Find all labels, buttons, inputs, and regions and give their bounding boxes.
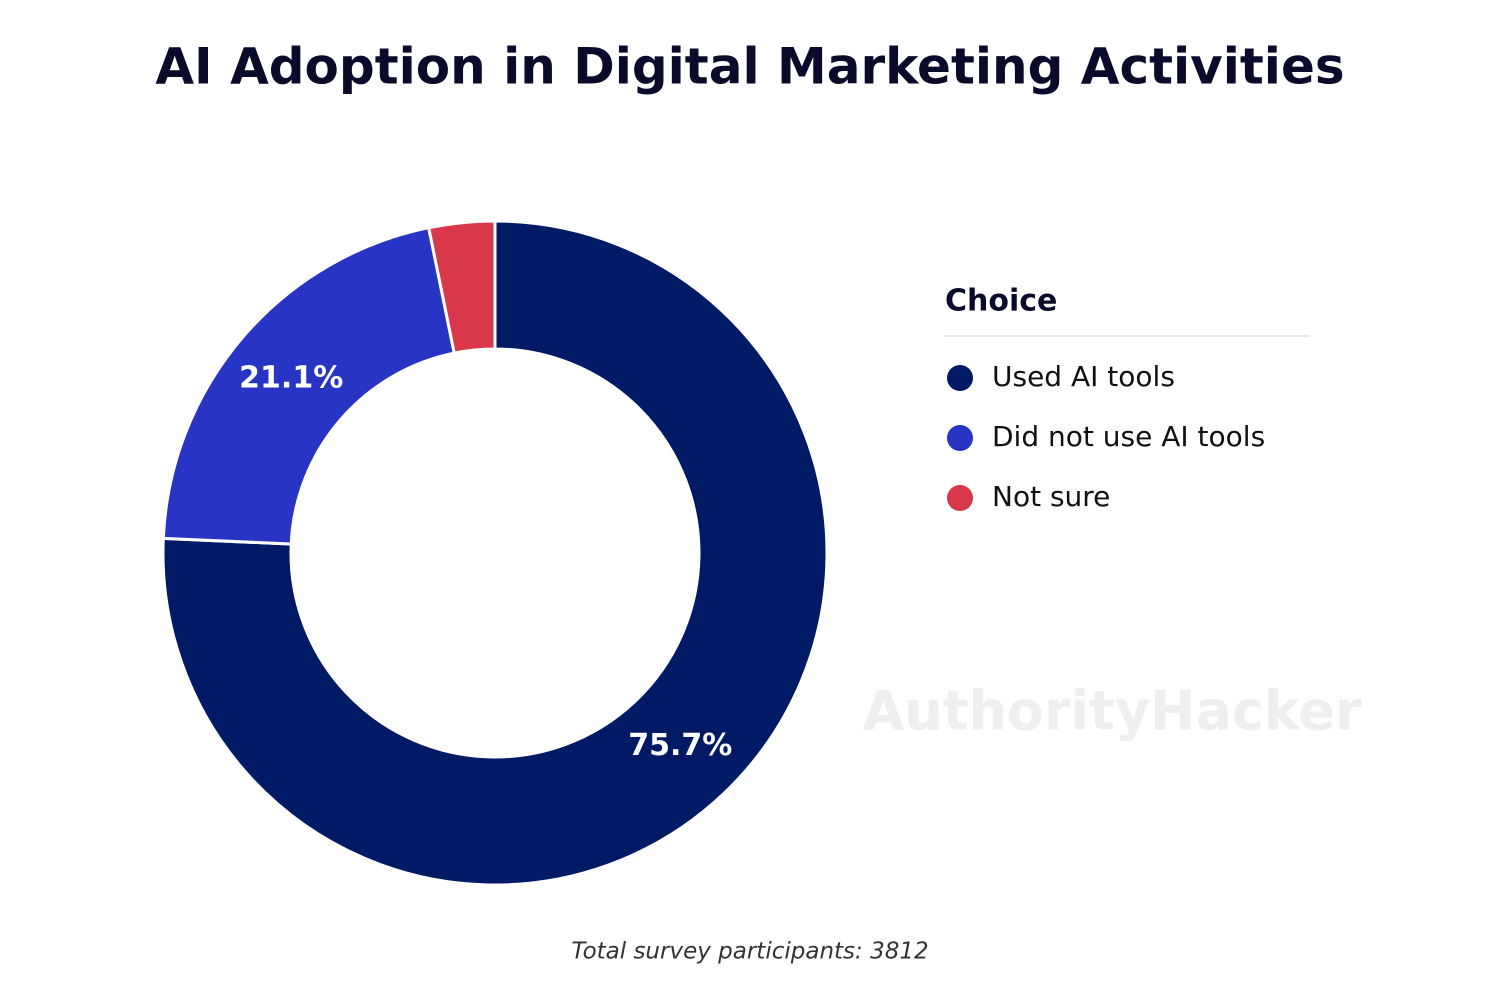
legend-title: Choice [945, 284, 1057, 319]
legend-swatch [947, 485, 973, 511]
slice [426, 219, 497, 355]
legend-label: Used AI tools [992, 360, 1175, 393]
data-label: 21.1% [239, 360, 343, 395]
legend-swatch [947, 365, 973, 391]
chart-title: AI Adoption in Digital Marketing Activit… [155, 38, 1344, 96]
slice [161, 219, 829, 887]
legend-label: Did not use AI tools [992, 420, 1265, 453]
watermark: AuthorityHacker [862, 680, 1361, 743]
slice [161, 225, 457, 546]
footnote: Total survey participants: 3812 [571, 939, 928, 965]
legend-swatch [947, 425, 973, 451]
legend-label: Not sure [992, 480, 1110, 513]
data-label: 75.7% [628, 728, 732, 763]
